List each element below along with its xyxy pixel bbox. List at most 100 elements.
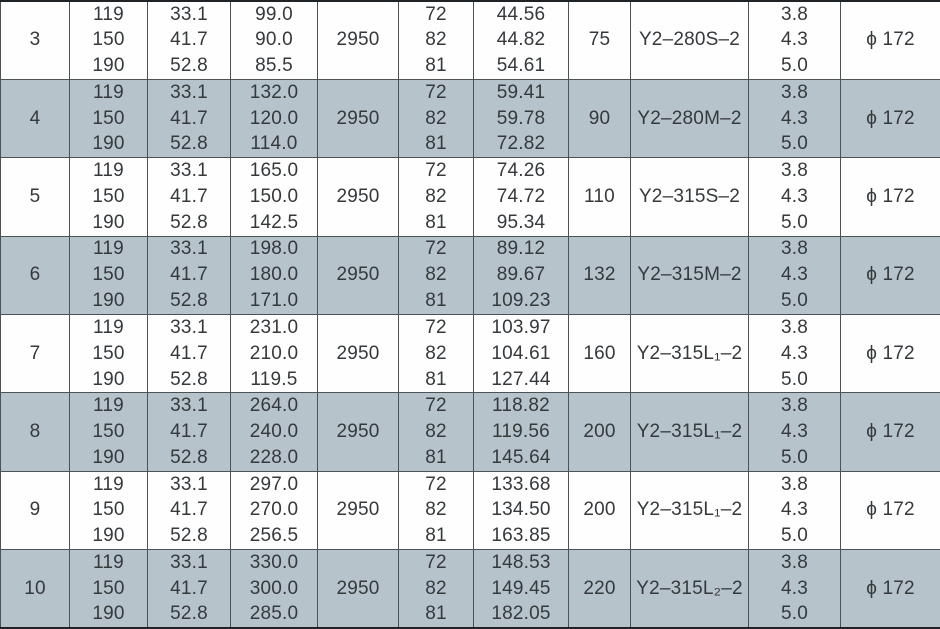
row-number-cell: 3 [0, 0, 70, 80]
value-cell: 3.8 [748, 392, 841, 419]
value-cell: 3.8 [748, 470, 841, 498]
value-cell: 82 [398, 105, 474, 132]
value-cell: 5.0 [748, 523, 841, 550]
value-cell: 89.67 [473, 262, 569, 289]
value-cell: 82 [398, 340, 474, 367]
model-cell: Y2–280S–2 [630, 0, 749, 80]
table-row: 6 119 33.1 198.0 2950 72 89.12 132 Y2–315M–2 3.8 ϕ… [0, 235, 940, 315]
value-cell: 81 [398, 601, 474, 628]
value-cell: 72 [398, 0, 474, 28]
value-cell: 120.0 [230, 105, 318, 132]
model-cell: Y2–315L₁–2 [630, 313, 749, 393]
speed-cell: 2950 [317, 157, 399, 237]
value-cell: 165.0 [230, 157, 318, 184]
diameter-cell: ϕ 172 [840, 313, 940, 393]
value-cell: 103.97 [473, 313, 569, 341]
value-cell: 52.8 [147, 523, 231, 550]
value-cell: 41.7 [147, 419, 231, 446]
value-cell: 264.0 [230, 392, 318, 419]
power-cell: 110 [568, 157, 631, 237]
value-cell: 52.8 [147, 445, 231, 472]
value-cell: 52.8 [147, 288, 231, 315]
value-cell: 52.8 [147, 366, 231, 393]
value-cell: 119.56 [473, 419, 569, 446]
value-cell: 119 [69, 392, 148, 419]
value-cell: 81 [398, 366, 474, 393]
power-cell: 132 [568, 235, 631, 315]
table-row: 150 41.7 120.0 82 59.78 4.3 [1, 105, 940, 132]
value-cell: 182.05 [473, 601, 569, 628]
table-row: 8 119 33.1 264.0 2950 72 118.82 200 Y2–315L₁–2 3.… [0, 392, 940, 472]
value-cell: 85.5 [230, 53, 318, 80]
value-cell: 190 [69, 445, 148, 472]
diameter-cell: ϕ 172 [840, 470, 940, 550]
table-row: 190 52.8 171.0 81 109.23 5.0 [1, 288, 940, 315]
value-cell: 270.0 [230, 497, 318, 524]
table-row: 10 119 33.1 330.0 2950 72 148.53 220 Y2–315L₂–2 3… [0, 549, 940, 628]
value-cell: 190 [69, 523, 148, 550]
value-cell: 145.64 [473, 445, 569, 472]
value-cell: 5.0 [748, 131, 841, 158]
value-cell: 81 [398, 131, 474, 158]
value-cell: 104.61 [473, 340, 569, 367]
model-cell: Y2–280M–2 [630, 78, 749, 158]
row-number-cell: 6 [0, 235, 70, 315]
value-cell: 72 [398, 235, 474, 263]
value-cell: 150.0 [230, 183, 318, 210]
table-row: 9 119 33.1 297.0 2950 72 133.68 200 Y2–315L₁–2 3.… [0, 470, 940, 550]
value-cell: 150 [69, 262, 148, 289]
value-cell: 180.0 [230, 262, 318, 289]
value-cell: 3.8 [748, 313, 841, 341]
speed-cell: 2950 [317, 549, 399, 628]
table-row: 150 41.7 90.0 82 44.82 4.3 [1, 27, 940, 54]
value-cell: 198.0 [230, 235, 318, 263]
value-cell: 119 [69, 549, 148, 576]
value-cell: 89.12 [473, 235, 569, 263]
value-cell: 82 [398, 575, 474, 602]
value-cell: 44.56 [473, 0, 569, 28]
table-row: 3 119 33.1 99.0 2950 72 44.56 75 Y2–280S–2 3.8 ϕ 1… [0, 0, 940, 80]
model-cell: Y2–315L₂–2 [630, 549, 749, 628]
value-cell: 297.0 [230, 470, 318, 498]
value-cell: 150 [69, 419, 148, 446]
value-cell: 190 [69, 131, 148, 158]
value-cell: 133.68 [473, 470, 569, 498]
value-cell: 4.3 [748, 183, 841, 210]
value-cell: 33.1 [147, 470, 231, 498]
diameter-cell: ϕ 172 [840, 78, 940, 158]
diameter-cell: ϕ 172 [840, 392, 940, 472]
value-cell: 231.0 [230, 313, 318, 341]
value-cell: 41.7 [147, 497, 231, 524]
value-cell: 3.8 [748, 235, 841, 263]
value-cell: 5.0 [748, 210, 841, 237]
value-cell: 82 [398, 419, 474, 446]
value-cell: 41.7 [147, 183, 231, 210]
row-number-cell: 7 [0, 313, 70, 393]
value-cell: 59.78 [473, 105, 569, 132]
value-cell: 142.5 [230, 210, 318, 237]
table-row: 190 52.8 85.5 81 54.61 5.0 [1, 53, 940, 80]
value-cell: 81 [398, 210, 474, 237]
value-cell: 119 [69, 78, 148, 106]
speed-cell: 2950 [317, 0, 399, 80]
value-cell: 150 [69, 497, 148, 524]
value-cell: 240.0 [230, 419, 318, 446]
value-cell: 33.1 [147, 78, 231, 106]
value-cell: 5.0 [748, 445, 841, 472]
speed-cell: 2950 [317, 313, 399, 393]
value-cell: 190 [69, 601, 148, 628]
value-cell: 134.50 [473, 497, 569, 524]
value-cell: 74.26 [473, 157, 569, 184]
power-cell: 75 [568, 0, 631, 80]
value-cell: 81 [398, 445, 474, 472]
value-cell: 72 [398, 549, 474, 576]
row-number-cell: 4 [0, 78, 70, 158]
value-cell: 4.3 [748, 575, 841, 602]
value-cell: 4.3 [748, 419, 841, 446]
value-cell: 41.7 [147, 27, 231, 54]
value-cell: 52.8 [147, 210, 231, 237]
value-cell: 41.7 [147, 575, 231, 602]
table-row: 5 119 33.1 165.0 2950 72 74.26 110 Y2–315S–2 3.8 ϕ… [0, 157, 940, 237]
speed-cell: 2950 [317, 235, 399, 315]
